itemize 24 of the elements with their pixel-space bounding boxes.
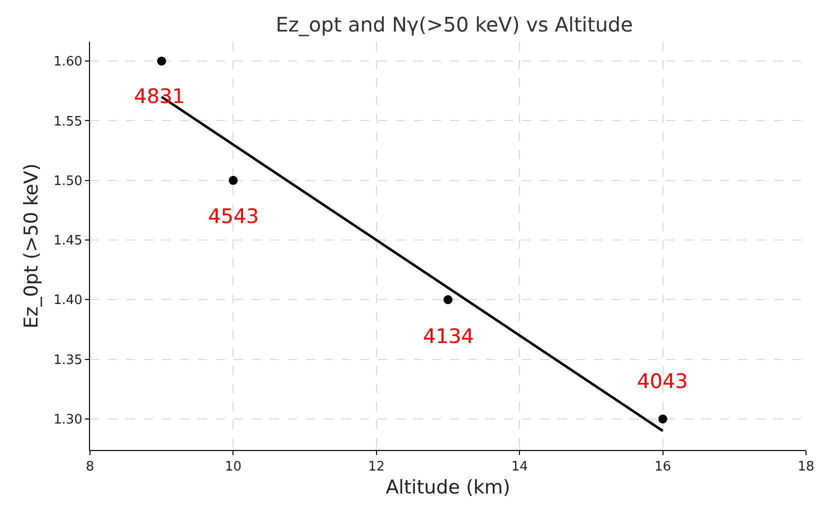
point xyxy=(228,176,238,185)
y-tick-label: 1.35 xyxy=(53,352,82,368)
y-tick-label: 1.60 xyxy=(53,54,82,70)
y-tick-label: 1.55 xyxy=(53,114,82,130)
chart-title: Ez_opt and Nγ(>50 keV) vs Altitude xyxy=(276,12,633,37)
x-tick-label: 10 xyxy=(224,460,242,475)
point xyxy=(444,295,452,304)
x-axis-title: Altitude (km) xyxy=(386,476,510,498)
point xyxy=(658,414,668,424)
x-tick-label: 16 xyxy=(654,460,672,475)
y-tick-label: 1.40 xyxy=(53,293,82,308)
annotation: 4543 xyxy=(208,204,259,228)
y-tick-label: 1.30 xyxy=(53,412,82,428)
annotation: 4831 xyxy=(134,84,185,108)
annotation: 4134 xyxy=(423,324,474,348)
annotation: 4043 xyxy=(637,369,688,393)
x-tick-label: 18 xyxy=(798,460,814,475)
x-tick-label: 12 xyxy=(368,460,385,475)
y-tick-label: 1.50 xyxy=(53,174,82,189)
x-tick-label: 14 xyxy=(511,460,528,475)
y-tick-label: 1.45 xyxy=(53,234,82,249)
y-axis-title: Ez_0pt (>50 keV) xyxy=(20,163,42,329)
x-tick-label: 8 xyxy=(86,460,94,475)
point xyxy=(157,56,166,66)
